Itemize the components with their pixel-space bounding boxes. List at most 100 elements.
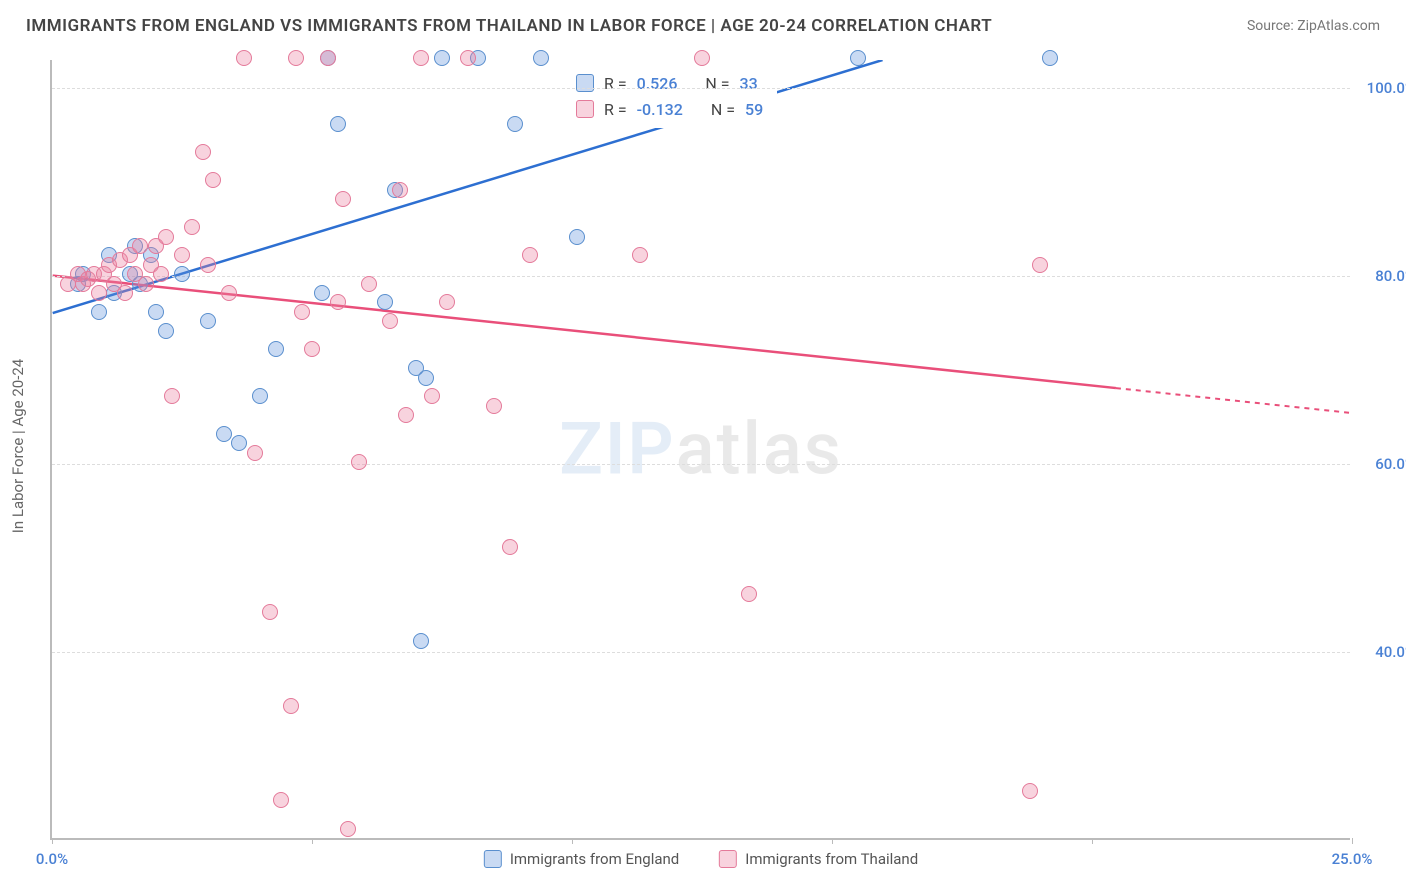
data-point <box>174 247 190 263</box>
x-tick-mark <box>1352 838 1353 844</box>
data-point <box>850 50 866 66</box>
data-point <box>200 257 216 273</box>
gridline <box>52 88 1350 89</box>
data-point <box>262 604 278 620</box>
legend-n-label: N = <box>705 74 729 93</box>
data-point <box>153 266 169 282</box>
data-point <box>382 313 398 329</box>
watermark-atlas: atlas <box>676 407 843 492</box>
legend-swatch <box>576 100 594 118</box>
data-point <box>138 276 154 292</box>
data-point <box>247 445 263 461</box>
data-point <box>205 172 221 188</box>
legend-swatch <box>484 850 502 868</box>
legend-row: R = 0.526 N = 33 <box>576 70 763 96</box>
data-point <box>184 219 200 235</box>
x-tick-mark <box>52 838 53 844</box>
data-point <box>158 229 174 245</box>
legend-row: R = -0.132 N = 59 <box>576 96 763 122</box>
data-point <box>460 50 476 66</box>
x-tick-mark <box>312 838 313 844</box>
legend-n-value: 59 <box>745 100 763 119</box>
data-point <box>200 313 216 329</box>
y-axis-label: In Labor Force | Age 20-24 <box>9 359 27 533</box>
source-label: Source: ZipAtlas.com <box>1247 18 1380 34</box>
y-tick-label: 100.0% <box>1367 79 1406 97</box>
data-point <box>533 50 549 66</box>
data-point <box>418 370 434 386</box>
data-point <box>91 285 107 301</box>
data-point <box>221 285 237 301</box>
y-tick-label: 80.0% <box>1375 267 1406 285</box>
data-point <box>158 323 174 339</box>
legend-correlation: R = 0.526 N = 33R = -0.132 N = 59 <box>562 64 777 128</box>
data-point <box>377 294 393 310</box>
data-point <box>273 792 289 808</box>
data-point <box>236 50 252 66</box>
data-point <box>231 435 247 451</box>
gridline <box>52 276 1350 277</box>
data-point <box>694 50 710 66</box>
data-point <box>486 398 502 414</box>
data-point <box>741 586 757 602</box>
data-point <box>413 50 429 66</box>
data-point <box>522 247 538 263</box>
data-point <box>294 304 310 320</box>
data-point <box>1032 257 1048 273</box>
data-point <box>340 821 356 837</box>
data-point <box>216 426 232 442</box>
gridline <box>52 652 1350 653</box>
data-point <box>304 341 320 357</box>
data-point <box>252 388 268 404</box>
data-point <box>1022 783 1038 799</box>
data-point <box>424 388 440 404</box>
watermark-zip: ZIP <box>559 407 675 492</box>
x-tick-mark <box>832 838 833 844</box>
data-point <box>117 285 133 301</box>
data-point <box>507 116 523 132</box>
data-point <box>268 341 284 357</box>
gridline <box>52 464 1350 465</box>
data-point <box>132 238 148 254</box>
legend-n-value: 33 <box>740 74 758 93</box>
data-point <box>502 539 518 555</box>
data-point <box>351 454 367 470</box>
legend-swatch <box>719 850 737 868</box>
legend-series-label: Immigrants from England <box>510 850 679 868</box>
watermark: ZIPatlas <box>559 407 842 492</box>
legend-swatch <box>576 74 594 92</box>
legend-series-label: Immigrants from Thailand <box>745 850 918 868</box>
data-point <box>434 50 450 66</box>
data-point <box>361 276 377 292</box>
legend-r-value: 0.526 <box>637 74 678 93</box>
data-point <box>335 191 351 207</box>
x-tick-mark <box>572 838 573 844</box>
x-tick-mark <box>1092 838 1093 844</box>
data-point <box>91 304 107 320</box>
data-point <box>330 116 346 132</box>
legend-r-label: R = <box>604 100 627 119</box>
data-point <box>320 50 336 66</box>
data-point <box>164 388 180 404</box>
trend-line-dashed <box>1116 388 1349 413</box>
data-point <box>392 182 408 198</box>
x-tick-label: 25.0% <box>1332 850 1373 868</box>
data-point <box>195 144 211 160</box>
data-point <box>439 294 455 310</box>
y-tick-label: 60.0% <box>1375 455 1406 473</box>
data-point <box>632 247 648 263</box>
legend-r-label: R = <box>604 74 627 93</box>
data-point <box>1042 50 1058 66</box>
data-point <box>413 633 429 649</box>
data-point <box>330 294 346 310</box>
legend-series-item: Immigrants from Thailand <box>719 850 918 868</box>
trend-line <box>53 276 1116 388</box>
data-point <box>569 229 585 245</box>
legend-series-item: Immigrants from England <box>484 850 679 868</box>
legend-n-label: N = <box>711 100 735 119</box>
data-point <box>283 698 299 714</box>
chart-plot-area: ZIPatlas R = 0.526 N = 33R = -0.132 N = … <box>50 60 1350 840</box>
data-point <box>148 304 164 320</box>
legend-series: Immigrants from England Immigrants from T… <box>484 850 918 868</box>
chart-title: IMMIGRANTS FROM ENGLAND VS IMMIGRANTS FR… <box>26 16 992 36</box>
